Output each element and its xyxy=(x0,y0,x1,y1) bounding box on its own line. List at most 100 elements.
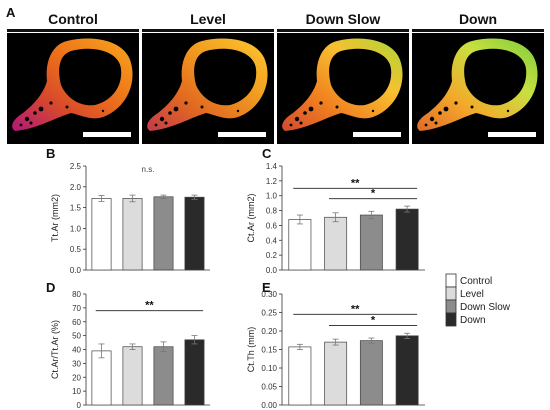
chart-b-note: n.s. xyxy=(142,165,155,174)
chart-c-sig-label-0: ** xyxy=(351,177,360,189)
chart-c-tick-label: 1.2 xyxy=(266,177,278,186)
chart-b-tick-label: 2.5 xyxy=(70,162,82,171)
chart-d-errorbar-level xyxy=(129,343,136,350)
chart-d-bar-control xyxy=(91,350,112,406)
title-underline-level xyxy=(142,29,274,32)
bone-image-down xyxy=(412,33,544,144)
chart-c-tick-label: 1.0 xyxy=(266,192,278,201)
chart-b: B 0.0 0.5 1.0 1.5 2.0 2.5 Tt.Ar (mm2) n.s. xyxy=(46,146,210,275)
legend-label-down-slow: Down Slow xyxy=(460,302,511,313)
chart-d: D 0 10 20 30 40 50 60 70 80 Ct.Ar/Tt.Ar (%) ** xyxy=(46,280,210,410)
chart-d-errorbar-control xyxy=(98,343,105,359)
chart-e-bar-down-slow xyxy=(359,340,383,406)
chart-d-bar-down xyxy=(184,339,205,406)
chart-e-tick-label: 0.10 xyxy=(261,364,277,373)
chart-e-bar-down xyxy=(395,335,419,406)
chart-e-bar-level xyxy=(324,341,348,406)
legend-label-down: Down xyxy=(460,315,486,326)
chart-d-tick-label: 10 xyxy=(72,387,81,396)
chart-c-bar-down-slow xyxy=(359,214,383,271)
chart-c-tick-label: 0.8 xyxy=(266,207,278,216)
chart-e-tick-label: 0.00 xyxy=(261,401,277,410)
chart-b-bar-level xyxy=(122,198,143,271)
chart-b-tick-label: 0.0 xyxy=(70,266,82,275)
chart-b-panel-label: B xyxy=(46,146,55,161)
condition-title-down-slow: Down Slow xyxy=(306,11,381,27)
chart-c-bar-control xyxy=(288,219,312,271)
chart-e-bar-control xyxy=(288,346,312,406)
chart-d-tick-label: 70 xyxy=(72,304,81,313)
condition-title-down: Down xyxy=(459,11,497,27)
chart-d-errorbar-down-slow xyxy=(160,341,167,352)
chart-e-tick-label: 0.30 xyxy=(261,290,277,299)
chart-d-panel-label: D xyxy=(46,280,55,295)
chart-b-bar-down xyxy=(184,196,205,271)
chart-c-tick-label: 0.6 xyxy=(266,221,278,230)
chart-b-errorbar-level xyxy=(129,194,136,203)
legend-label-level: Level xyxy=(460,289,484,300)
chart-c-errorbar-level xyxy=(332,212,339,223)
bone-image-control xyxy=(7,33,139,144)
chart-e-sig-label-0: ** xyxy=(351,303,360,315)
scale-bar xyxy=(218,132,266,137)
chart-e-panel-label: E xyxy=(262,280,271,295)
bone-image-down-slow xyxy=(277,33,409,144)
chart-b-errorbar-control xyxy=(98,195,105,202)
chart-b-tick-label: 1.0 xyxy=(70,224,82,233)
chart-e-errorbar-control xyxy=(296,343,303,350)
scale-bar xyxy=(488,132,536,137)
legend-swatch-level xyxy=(445,286,457,301)
condition-title-level: Level xyxy=(190,11,226,27)
chart-d-errorbar-down xyxy=(191,335,198,345)
legend-swatch-down-slow xyxy=(445,299,457,314)
chart-c-tick-label: 0.4 xyxy=(266,236,278,245)
chart-e-tick-label: 0.20 xyxy=(261,327,277,336)
title-underline-down xyxy=(412,29,544,32)
chart-c-errorbar-down xyxy=(404,205,411,213)
title-underline-control xyxy=(7,29,139,32)
scale-bar xyxy=(353,132,401,137)
chart-d-tick-label: 0 xyxy=(77,401,82,410)
chart-e-sig-label-1: * xyxy=(371,314,376,326)
chart-d-tick-label: 50 xyxy=(72,332,81,341)
chart-e-tick-label: 0.15 xyxy=(261,346,277,355)
chart-b-errorbar-down xyxy=(191,194,198,200)
chart-c-bar-down xyxy=(395,208,419,271)
chart-d-bar-level xyxy=(122,346,143,406)
chart-c-tick-label: 1.4 xyxy=(266,162,278,171)
chart-c-errorbar-control xyxy=(296,214,303,225)
chart-d-sig-label-0: ** xyxy=(145,300,154,312)
chart-d-tick-label: 60 xyxy=(72,318,81,327)
chart-b-bar-down-slow xyxy=(153,196,174,271)
chart-b-tick-label: 0.5 xyxy=(70,245,82,254)
panel-a-label: A xyxy=(6,5,16,20)
chart-e-tick-label: 0.25 xyxy=(261,309,277,318)
chart-e-ylabel: Ct.Th (mm) xyxy=(246,327,256,373)
chart-e-errorbar-down xyxy=(404,332,411,339)
chart-d-bar-down-slow xyxy=(153,346,174,406)
chart-e-tick-label: 0.05 xyxy=(261,383,277,392)
chart-c: C0.00.20.40.60.81.01.21.4Ct.Ar (mm2)*** xyxy=(246,146,425,275)
title-underline-down-slow xyxy=(277,29,409,32)
chart-d-ylabel: Ct.Ar/Tt.Ar (%) xyxy=(50,320,60,379)
legend-label-control: Control xyxy=(460,276,492,287)
chart-b-bar-control xyxy=(91,198,112,271)
chart-c-bar-level xyxy=(324,216,348,271)
chart-b-tick-label: 1.5 xyxy=(70,204,82,213)
chart-d-tick-label: 40 xyxy=(72,346,81,355)
chart-c-tick-label: 0.0 xyxy=(266,266,278,275)
chart-e-errorbar-level xyxy=(332,338,339,346)
condition-title-control: Control xyxy=(48,11,98,27)
chart-e: E 0.00 0.05 0.10 0.15 0.20 0.25 0.30 Ct.Th (mm) *… xyxy=(246,280,425,410)
chart-c-tick-label: 0.2 xyxy=(266,251,278,260)
legend-swatch-control xyxy=(445,273,457,288)
chart-b-errorbar-down-slow xyxy=(160,194,167,199)
chart-d-tick-label: 80 xyxy=(72,290,81,299)
chart-b-ylabel: Tt.Ar (mm2) xyxy=(50,194,60,242)
chart-c-sig-label-1: * xyxy=(371,188,376,200)
scale-bar xyxy=(83,132,131,137)
chart-d-tick-label: 20 xyxy=(72,373,81,382)
legend-swatch-down xyxy=(445,312,457,327)
chart-c-panel-label: C xyxy=(262,146,272,161)
